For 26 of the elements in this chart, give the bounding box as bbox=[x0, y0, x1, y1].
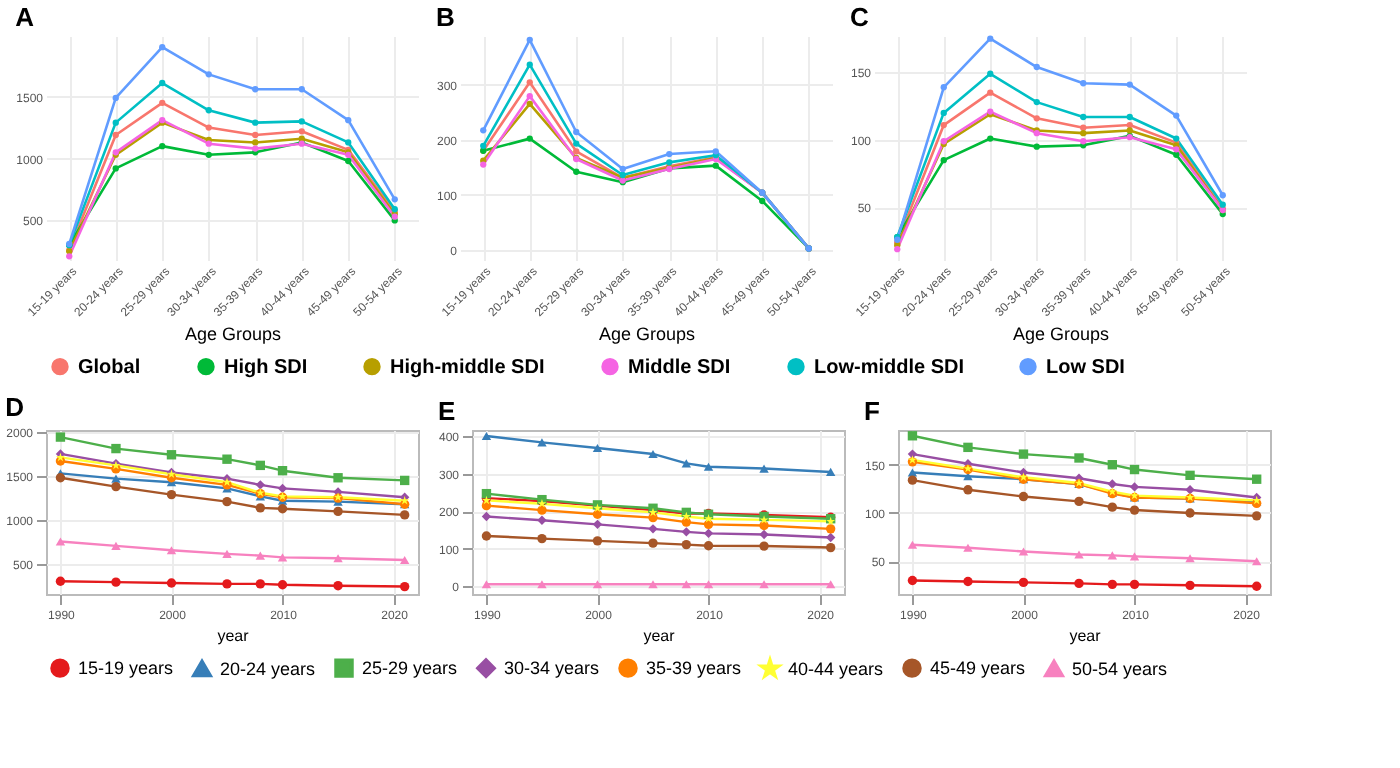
legend-label: 15-19 years bbox=[78, 658, 175, 679]
legend-label: Global bbox=[78, 356, 141, 379]
legend-label: 40-44 years bbox=[788, 658, 885, 679]
x-axis-title: Age Groups bbox=[184, 324, 283, 345]
legend-label: 30-34 years bbox=[504, 658, 601, 679]
legend-label: High SDI bbox=[224, 356, 308, 379]
chart-title: F bbox=[863, 396, 880, 426]
legend-label: Low SDI bbox=[1046, 356, 1126, 379]
x-axis-title: year bbox=[643, 627, 676, 645]
chart-title: A bbox=[15, 2, 36, 32]
legend-label: 50-54 years bbox=[1072, 658, 1169, 679]
x-axis-title: year bbox=[217, 627, 250, 645]
legend-label: Middle SDI bbox=[628, 356, 731, 379]
x-axis-title: Age Groups bbox=[1012, 324, 1111, 345]
chart-title: C bbox=[849, 1, 870, 32]
legend-label: 25-29 years bbox=[362, 658, 459, 679]
chart-title: B bbox=[435, 2, 455, 32]
x-axis-title: Age Groups bbox=[598, 324, 697, 345]
chart-title: D bbox=[5, 391, 25, 422]
chart-title: E bbox=[437, 396, 456, 426]
legend-label: High-middle SDI bbox=[390, 356, 545, 379]
legend-label: Low-middle SDI bbox=[814, 356, 965, 379]
legend-label: 35-39 years bbox=[646, 658, 743, 679]
legend-label: 45-49 years bbox=[930, 658, 1027, 679]
legend-label: 20-24 years bbox=[220, 658, 317, 679]
x-axis-title: year bbox=[1069, 627, 1102, 645]
